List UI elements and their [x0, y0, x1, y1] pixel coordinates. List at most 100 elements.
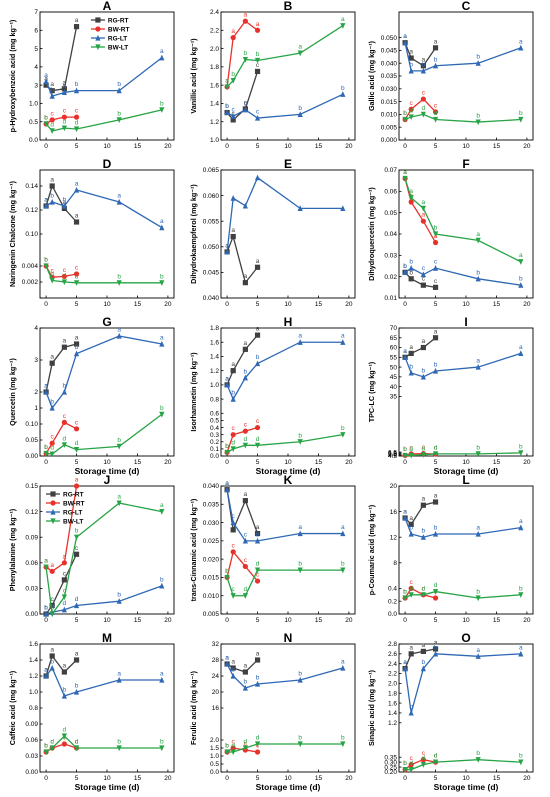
data-point: [230, 117, 236, 123]
y-tick-label: 0.2: [210, 439, 219, 446]
significance-label: a: [403, 659, 407, 666]
y-tick-label: 0.25: [384, 764, 397, 771]
panel-a: A 0 5 10 15 20 0.0 0.5 1.0 3 4 5 6 7 p-Hydroxybenzoic …: [8, 0, 175, 150]
x-axis-label: Storage time (d): [256, 782, 321, 792]
data-point: [73, 534, 80, 541]
data-point: [61, 594, 67, 601]
y-tick-label: 0.35: [384, 754, 397, 761]
significance-label: a: [44, 197, 48, 204]
significance-label: a: [422, 496, 426, 503]
significance-label: b: [422, 659, 426, 666]
significance-label: b: [298, 105, 302, 112]
data-point: [61, 273, 67, 279]
significance-label: b: [117, 437, 121, 444]
data-point: [230, 745, 236, 751]
significance-label: a: [63, 553, 67, 560]
y-tick-label: 0.002: [22, 279, 39, 286]
data-point: [432, 231, 439, 238]
data-point: [420, 665, 426, 672]
significance-label: d: [409, 760, 413, 767]
data-point: [518, 350, 524, 357]
significance-label: b: [298, 671, 302, 678]
significance-label: b: [231, 71, 235, 78]
significance-label: c: [434, 102, 438, 109]
panel-letter: O: [461, 631, 470, 645]
y-tick-label: 0.015: [203, 575, 220, 582]
significance-label: b: [403, 446, 407, 453]
series-line: [45, 116, 77, 125]
significance-label: b: [403, 760, 407, 767]
data-point: [408, 585, 414, 592]
data-point: [420, 96, 426, 102]
data-point: [402, 595, 408, 602]
significance-label: b: [117, 110, 121, 117]
significance-label: b: [422, 528, 426, 535]
data-point: [43, 564, 49, 571]
x-tick-label: 15: [134, 143, 142, 150]
data-point: [402, 175, 408, 182]
significance-label: a: [225, 242, 229, 249]
significance-label: a: [225, 77, 229, 84]
x-tick-label: 10: [103, 143, 111, 150]
significance-label: a: [409, 49, 413, 56]
data-point: [242, 563, 248, 570]
data-point: [49, 745, 55, 752]
y-tick-label: 0.05: [384, 210, 397, 217]
data-point: [402, 766, 408, 773]
x-tick-label: 5: [434, 301, 438, 308]
legend-label: BW-LT: [63, 518, 83, 525]
data-point: [254, 578, 261, 584]
series-line: [226, 426, 258, 453]
significance-label: a: [231, 659, 235, 666]
panel-letter: G: [102, 315, 111, 329]
significance-label: a: [256, 258, 260, 265]
y-tick-label: 3: [34, 82, 38, 89]
significance-label: b: [160, 273, 164, 280]
y-tick-label: 32: [212, 641, 220, 648]
plot-frame: [39, 327, 175, 457]
significance-label: a: [225, 480, 229, 487]
x-tick-label: 5: [434, 459, 438, 466]
significance-label: a: [409, 188, 413, 195]
significance-label: c: [232, 542, 236, 549]
significance-label: b: [50, 659, 54, 666]
data-point: [61, 344, 67, 350]
significance-label: b: [117, 739, 121, 746]
panel-letter: F: [462, 157, 469, 171]
data-point: [432, 646, 439, 652]
y-tick-label: 1.4: [29, 657, 38, 664]
y-tick-label: 1.0: [210, 382, 219, 389]
data-point: [340, 23, 346, 29]
y-tick-label: 0.010: [381, 112, 398, 119]
significance-label: a: [117, 494, 121, 501]
data-point: [230, 368, 236, 374]
plot-frame: [39, 169, 175, 299]
significance-label: b: [298, 432, 302, 439]
data-point: [43, 82, 49, 88]
significance-label: a: [117, 327, 121, 334]
data-point: [224, 84, 230, 91]
data-point: [242, 428, 248, 434]
y-tick-label: 0.10: [25, 421, 38, 428]
data-point: [340, 205, 346, 211]
significance-label: b: [117, 81, 121, 88]
y-tick-label: 0.4: [210, 425, 219, 432]
significance-label: a: [409, 644, 413, 651]
data-point: [73, 280, 80, 286]
y-tick-label: 45: [390, 374, 398, 381]
significance-label: b: [75, 344, 79, 351]
y-tick-label: 0.0: [210, 769, 219, 776]
significance-label: b: [298, 561, 302, 568]
series-rg-lt: a: [224, 174, 346, 255]
panel-letter: M: [102, 631, 112, 645]
series-bw-rt: a a a a: [224, 12, 261, 90]
data-point: [230, 549, 236, 555]
y-tick-label: 3: [34, 357, 38, 364]
data-point: [242, 442, 248, 449]
y-tick-label: 0.04: [384, 231, 397, 238]
